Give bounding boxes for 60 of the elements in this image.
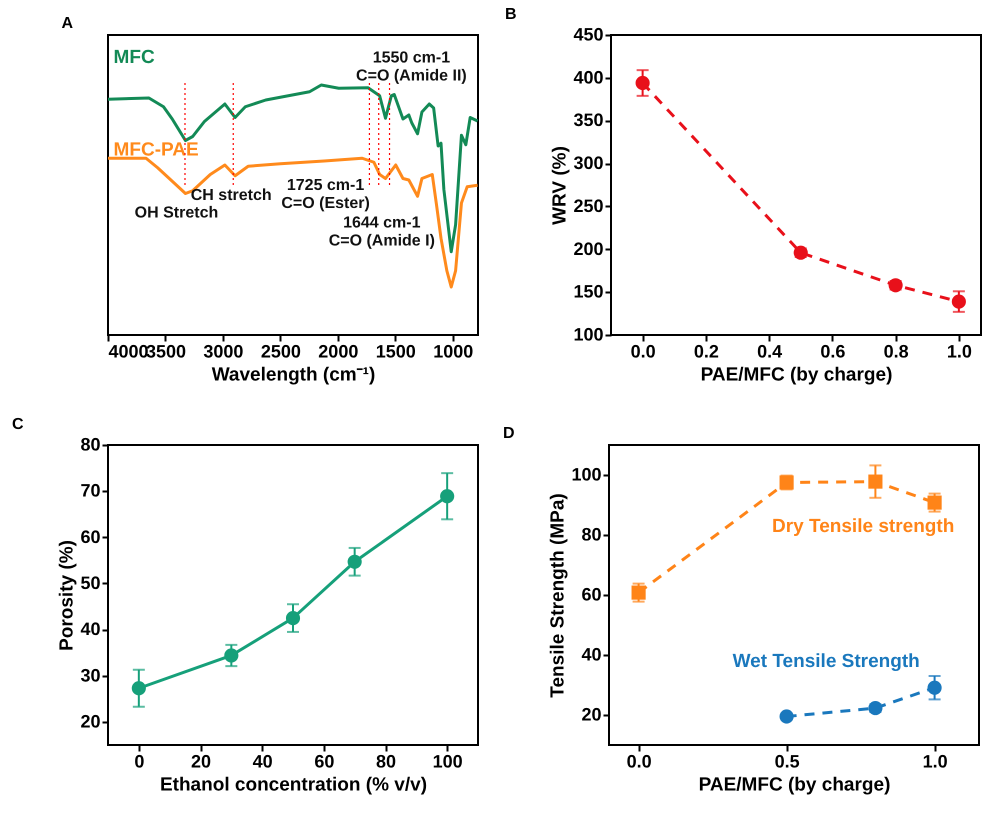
y-tick-label: 80 — [581, 524, 602, 544]
x-tick-label: 2500 — [260, 342, 301, 362]
chart-title: A — [62, 15, 74, 32]
y-tick-label: 300 — [573, 153, 604, 174]
y-tick-label: 30 — [80, 665, 100, 686]
annotation: 1644 cm-1 C=O (Amide I) — [328, 214, 435, 250]
y-tick-label: 350 — [573, 110, 604, 130]
y-tick-label: 200 — [573, 238, 604, 259]
series-label: MFC-PAE — [114, 140, 199, 161]
x-tick-label: 0.0 — [626, 752, 652, 772]
x-tick-label: 0.6 — [820, 342, 846, 362]
x-tick-label: 20 — [190, 752, 212, 772]
x-tick-label: 0.5 — [774, 752, 800, 772]
annotation: CH stretch — [190, 186, 272, 204]
x-tick-label: 40 — [252, 752, 273, 772]
x-tick-label: 1.0 — [922, 752, 948, 772]
x-axis-title: Wavelength (cm⁻¹) — [212, 364, 376, 386]
y-tick-label: 40 — [581, 644, 602, 664]
y-tick-label: 150 — [573, 282, 604, 302]
x-tick-label: 1.0 — [946, 342, 972, 362]
y-tick-label: 100 — [571, 464, 602, 484]
x-axis-title: PAE/MFC (by charge) — [698, 774, 890, 796]
y-tick-label: 20 — [80, 711, 100, 732]
x-tick-label: 0.8 — [884, 342, 909, 362]
y-tick-label: 60 — [80, 526, 100, 547]
x-tick-label: 3000 — [203, 342, 244, 362]
y-tick-label: 70 — [80, 480, 100, 501]
x-tick-label: 0 — [134, 752, 144, 772]
text: 1550 cm-1 C=O (Amide II) — [356, 50, 467, 84]
y-tick-label: 100 — [573, 324, 604, 344]
y-tick-label: 250 — [573, 196, 604, 216]
x-tick-label: 2000 — [318, 342, 358, 362]
annotation: 1725 cm-1 C=O (Ester) — [281, 177, 370, 212]
y-tick-label: 400 — [573, 67, 604, 88]
x-tick-label: 100 — [432, 752, 463, 772]
chart-title: C — [12, 416, 24, 433]
y-tick-label: 20 — [581, 704, 602, 724]
y-tick-label: 80 — [80, 434, 100, 454]
x-tick-label: 0.4 — [757, 342, 782, 362]
x-tick-label: 0.0 — [630, 342, 656, 362]
annotation: OH Stretch — [134, 204, 218, 222]
chart-title: B — [504, 6, 517, 23]
y-axis-title: Tensile Strength (MPa) — [547, 493, 568, 698]
x-tick-label: 60 — [314, 752, 334, 772]
y-tick-label: 450 — [573, 24, 604, 44]
y-axis-title: WRV (%) — [549, 146, 570, 225]
y-axis-title: Porosity (%) — [56, 540, 78, 651]
x-axis-title: PAE/MFC (by charge) — [700, 364, 892, 386]
x-axis-title: Ethanol concentration (% v/v) — [160, 774, 428, 796]
x-tick-label: 1000 — [433, 342, 474, 362]
series-label: Dry Tensile strength — [772, 516, 954, 537]
y-tick-label: 60 — [581, 584, 602, 604]
chart-title: D — [502, 425, 515, 442]
series-label: MFC — [114, 47, 155, 68]
x-tick-label: 80 — [376, 752, 396, 772]
y-tick-label: 40 — [80, 619, 100, 640]
x-tick-label: 0.2 — [694, 342, 719, 362]
series-label: Wet Tensile Strength — [732, 651, 920, 672]
y-tick-label: 50 — [80, 572, 100, 593]
x-tick-label: 1500 — [376, 342, 416, 362]
